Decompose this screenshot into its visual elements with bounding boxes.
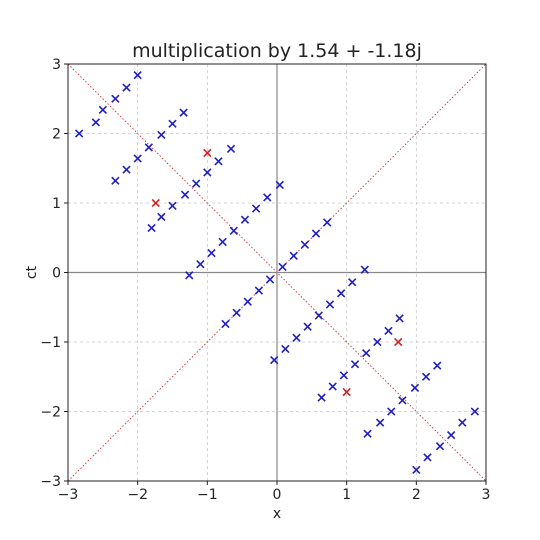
data-point: [263, 193, 272, 202]
data-point: [362, 348, 371, 358]
data-point: [328, 382, 337, 391]
x-tick-label: 3: [482, 487, 491, 503]
data-point: [350, 360, 360, 369]
y-tick-label: 1: [52, 196, 61, 212]
data-point: [111, 176, 120, 185]
data-point: [433, 361, 442, 370]
zero-axes: [68, 64, 486, 481]
data-point: [281, 344, 290, 354]
y-tick-label: −1: [40, 335, 61, 351]
data-point: [447, 430, 456, 440]
data-point: [192, 179, 201, 188]
data-point: [303, 322, 312, 331]
data-point: [157, 212, 166, 222]
data-point: [168, 201, 177, 210]
y-tick-label: −2: [40, 405, 61, 421]
x-tick-label: −1: [197, 487, 218, 503]
data-point: [207, 248, 216, 258]
data-point: [458, 418, 467, 427]
data-point: [214, 157, 223, 166]
data-point: [240, 215, 250, 224]
x-tick-label: −2: [127, 487, 148, 503]
y-axis-label: ct: [24, 265, 40, 279]
x-tick-label: 1: [342, 487, 351, 503]
data-point: [254, 286, 264, 295]
y-tick-label: 0: [52, 266, 61, 282]
tick-labels: −3 −2 −1 0 1 2 3 −3 −2 −1 0 1 2 3: [40, 57, 490, 503]
data-point: [311, 229, 321, 238]
data-point: [384, 326, 393, 336]
data-point: [111, 94, 120, 103]
data-point: [421, 372, 431, 381]
data-point: [339, 371, 349, 380]
data-point: [122, 83, 131, 92]
data-point: [423, 453, 432, 462]
data-point: [221, 319, 230, 329]
data-point: [325, 300, 335, 309]
data-point: [144, 143, 153, 152]
x-tick-label: 0: [273, 487, 282, 503]
data-point: [342, 387, 351, 397]
data-point: [265, 275, 275, 284]
data-point: [317, 393, 326, 402]
data-point: [336, 289, 346, 298]
chart-title: multiplication by 1.54 + -1.18j: [132, 40, 422, 62]
data-point: [180, 190, 190, 199]
data-point: [243, 297, 252, 306]
data-point: [196, 259, 205, 269]
data-point: [398, 396, 407, 405]
data-point: [203, 168, 212, 177]
data-point: [435, 442, 445, 451]
data-point: [275, 180, 284, 190]
data-point: [292, 333, 301, 342]
data-point: [360, 265, 369, 274]
y-tick-label: 3: [52, 57, 61, 73]
data-point: [270, 355, 279, 365]
data-point: [251, 204, 261, 213]
data-point: [229, 226, 238, 235]
data-point: [394, 337, 403, 347]
data-point: [218, 237, 227, 247]
data-point: [157, 130, 166, 140]
x-axis-label: x: [273, 506, 281, 522]
data-point: [226, 144, 236, 153]
data-point: [168, 119, 177, 128]
data-point: [91, 118, 101, 127]
data-point: [300, 240, 310, 249]
data-point: [185, 271, 194, 280]
data-point: [74, 129, 84, 138]
data-point: [363, 429, 372, 438]
data-point: [348, 278, 357, 287]
data-point: [314, 311, 323, 320]
y-tick-label: −3: [40, 474, 61, 490]
data-point: [410, 383, 420, 393]
data-point: [147, 223, 156, 233]
data-point: [98, 105, 107, 115]
data-point: [322, 218, 332, 227]
y-tick-label: 2: [52, 127, 61, 143]
data-point: [375, 418, 385, 427]
tick-marks: [64, 63, 487, 485]
data-point: [387, 407, 396, 416]
data-points: [74, 70, 480, 475]
data-point: [470, 407, 480, 416]
data-point: [278, 262, 287, 272]
data-point: [412, 465, 421, 475]
data-point: [373, 337, 382, 347]
data-point: [133, 154, 142, 163]
data-point: [133, 70, 142, 80]
data-point: [203, 148, 212, 158]
data-point: [179, 108, 188, 117]
x-tick-label: −3: [58, 487, 79, 503]
data-point: [151, 198, 160, 208]
data-point: [122, 165, 131, 174]
x-tick-label: 2: [412, 487, 421, 503]
data-point: [232, 308, 241, 317]
data-point: [289, 251, 298, 260]
data-point: [395, 314, 404, 323]
